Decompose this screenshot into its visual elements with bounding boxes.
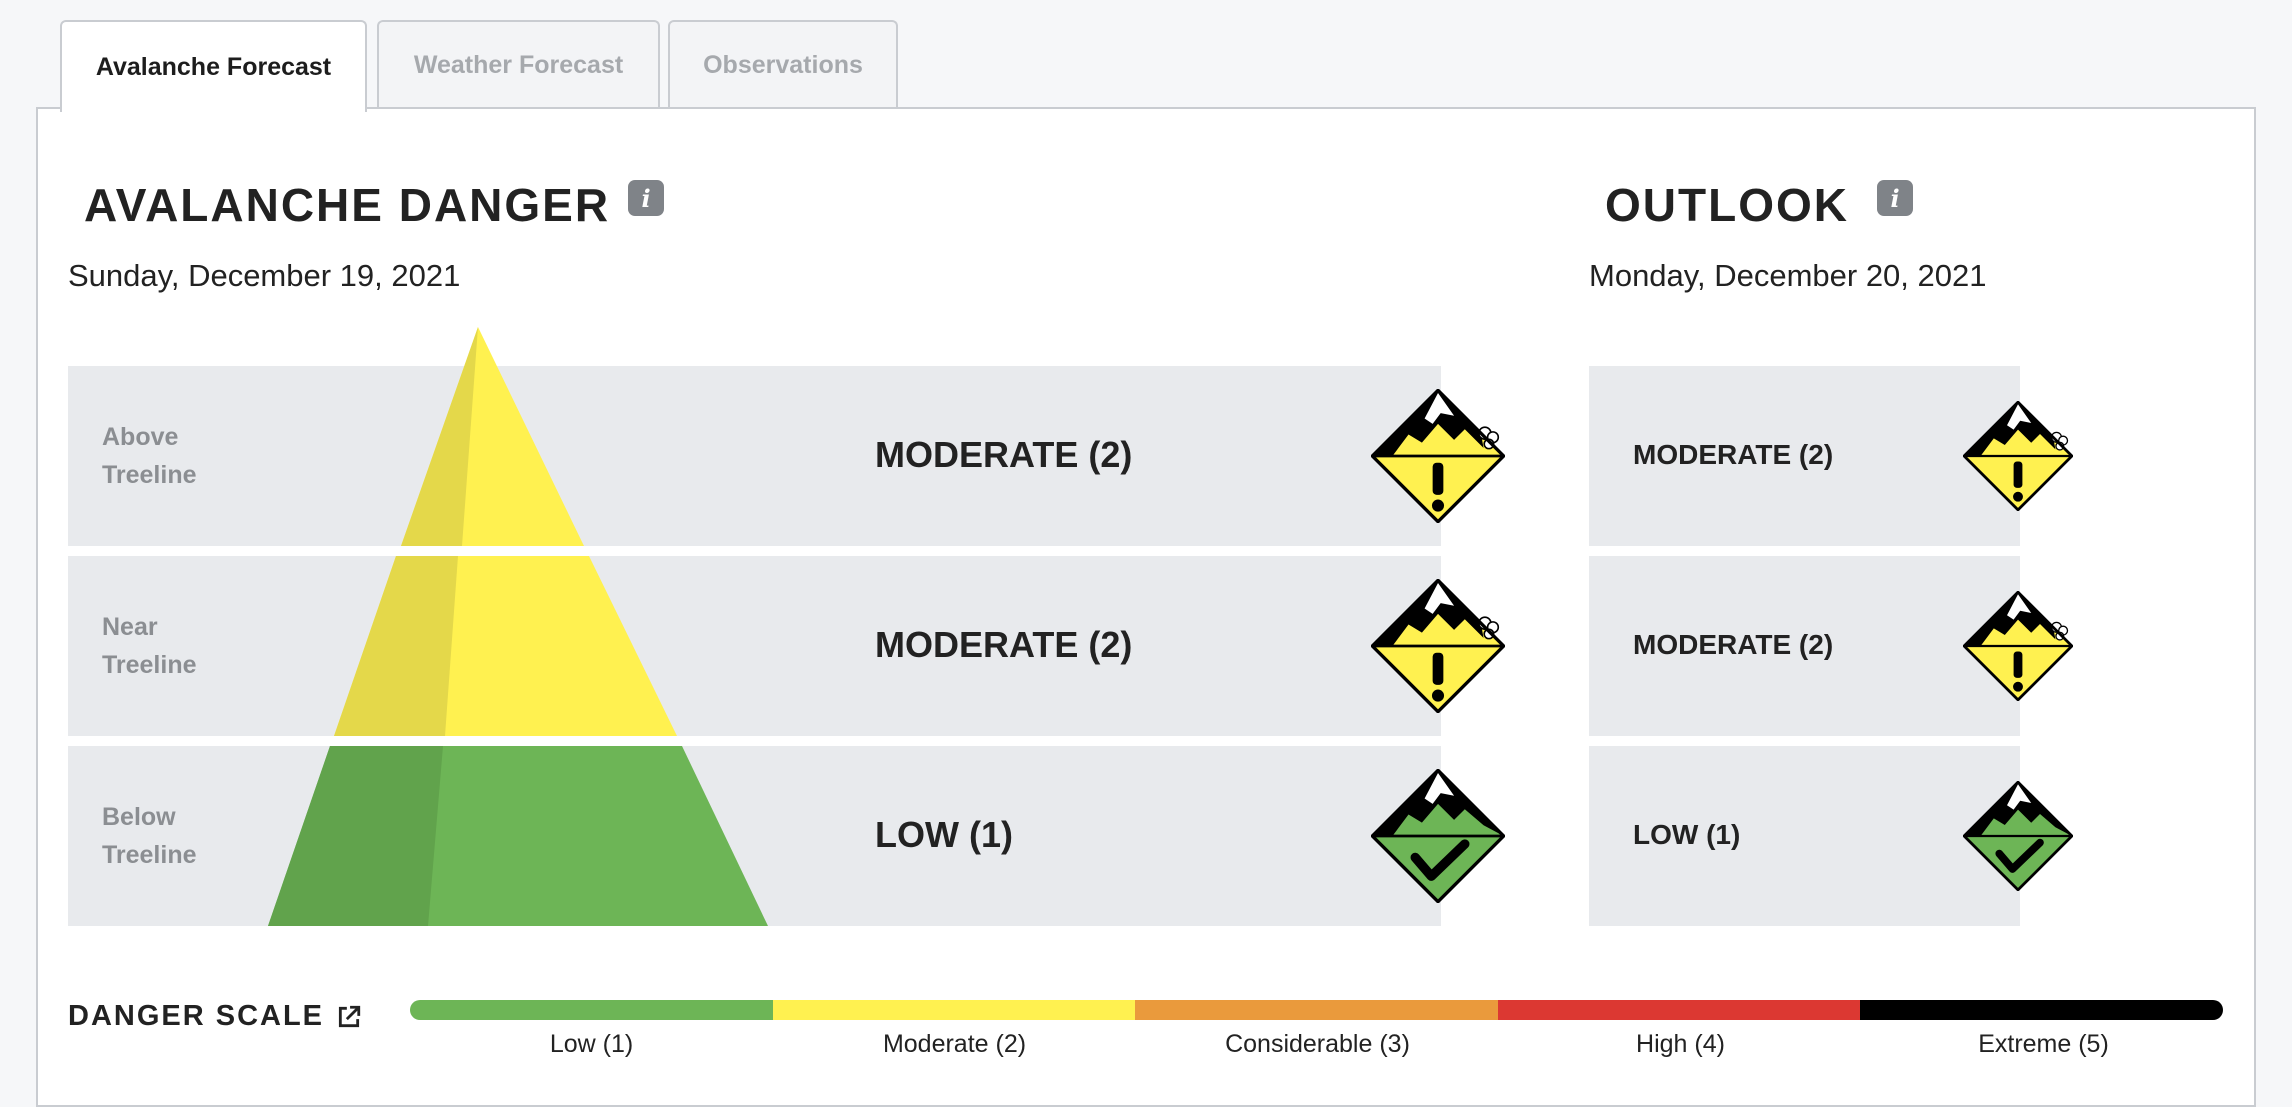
pyramid-tier-above — [401, 327, 584, 546]
scale-label-considerable: Considerable (3) — [1225, 1030, 1410, 1058]
danger-rating-near: MODERATE (2) — [875, 624, 1133, 665]
scale-label-extreme: Extreme (5) — [1978, 1030, 2109, 1058]
tab-observations[interactable]: Observations — [668, 20, 898, 108]
danger-scale-bar — [410, 1000, 2223, 1020]
pyramid-tier-below — [268, 746, 768, 926]
scale-segment-extreme — [1860, 1000, 2223, 1020]
danger-info-icon[interactable]: i — [628, 180, 664, 216]
outlook-date: Monday, December 20, 2021 — [1589, 258, 1987, 293]
outlook-rating-above: MODERATE (2) — [1633, 439, 1834, 470]
outlook-rating-near: MODERATE (2) — [1633, 629, 1834, 660]
danger-scale-title[interactable]: DANGER SCALE — [68, 1000, 362, 1033]
moderate-danger-icon — [1371, 389, 1505, 523]
tab-avalanche-forecast[interactable]: Avalanche Forecast — [60, 20, 367, 112]
moderate-danger-icon — [1371, 579, 1505, 713]
scale-label-low: Low (1) — [549, 1030, 634, 1058]
scale-segment-high — [1497, 1000, 1861, 1020]
outlook-row-near-treeline — [1589, 556, 2020, 736]
outlook-info-icon[interactable]: i — [1877, 180, 1913, 216]
danger-row-near-treeline — [68, 556, 1441, 736]
scale-segment-moderate — [772, 1000, 1136, 1020]
outlook-row-above-treeline — [1589, 366, 2020, 546]
scale-label-high: High (4) — [1636, 1030, 1725, 1058]
danger-rating-below: LOW (1) — [875, 814, 1013, 855]
moderate-danger-icon — [1963, 591, 2073, 701]
elevation-label-near: Near Treeline — [102, 613, 197, 679]
outlook-rating-below: LOW (1) — [1633, 819, 1741, 850]
danger-row-above-treeline — [68, 366, 1441, 546]
pyramid-tier-near — [334, 556, 677, 736]
outlook-title: OUTLOOK — [1605, 179, 1849, 231]
danger-rating-above: MODERATE (2) — [875, 434, 1133, 475]
outlook-row-below-treeline — [1589, 746, 2020, 926]
scale-segment-considerable — [1135, 1000, 1498, 1020]
external-link-icon[interactable] — [336, 1004, 362, 1030]
danger-scale-label: DANGER SCALE — [68, 1000, 325, 1032]
scale-segment-low — [410, 1000, 773, 1020]
tab-weather-forecast[interactable]: Weather Forecast — [377, 20, 660, 108]
low-danger-icon — [1963, 781, 2073, 891]
elevation-label-below: Below Treeline — [102, 803, 197, 869]
danger-date: Sunday, December 19, 2021 — [68, 258, 461, 293]
elevation-label-above: Above Treeline — [102, 423, 197, 489]
moderate-danger-icon — [1963, 401, 2073, 511]
low-danger-icon — [1371, 769, 1505, 903]
avalanche-danger-title: AVALANCHE DANGER — [84, 179, 611, 231]
scale-label-moderate: Moderate (2) — [882, 1030, 1027, 1058]
